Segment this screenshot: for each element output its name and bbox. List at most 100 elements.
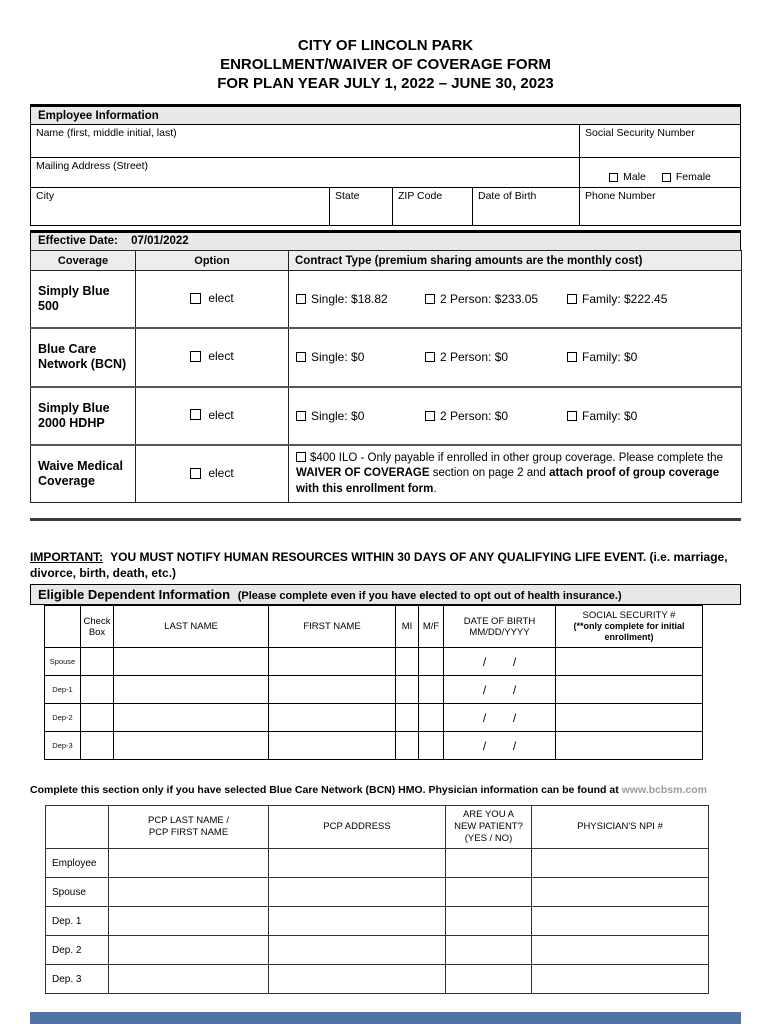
section-divider <box>30 518 741 521</box>
contract-options-cell: Single: $0 2 Person: $0 Family: $0 <box>288 385 742 445</box>
last-name-cell[interactable] <box>113 675 269 704</box>
pcp-name-cell[interactable] <box>108 935 269 965</box>
waive-text-2: section on page 2 and <box>429 467 550 479</box>
mf-cell[interactable] <box>418 703 444 732</box>
blank-header <box>45 805 109 849</box>
ssn-cell[interactable] <box>555 731 703 760</box>
female-checkbox[interactable] <box>661 172 671 182</box>
dependent-row-dep2: Dep-2 / / <box>44 703 703 732</box>
last-name-cell[interactable] <box>113 647 269 676</box>
employee-info-grid: Name (first, middle initial, last) Socia… <box>30 125 741 226</box>
bcn-instruction-text: Complete this section only if you have s… <box>30 784 622 796</box>
zip-field[interactable]: ZIP Code <box>392 188 472 225</box>
mi-cell[interactable] <box>395 647 419 676</box>
two-person-checkbox[interactable] <box>425 293 435 304</box>
waive-bold-2: attach proof of group coverage with this… <box>296 467 720 495</box>
mf-cell[interactable] <box>418 647 444 676</box>
single-label: Single: $0 <box>311 350 365 364</box>
dob-cell[interactable]: / / <box>443 703 556 732</box>
check-box-cell[interactable] <box>80 647 114 676</box>
bcn-instruction: Complete this section only if you have s… <box>30 784 741 796</box>
npi-cell[interactable] <box>531 935 709 965</box>
ssn-cell[interactable] <box>555 675 703 704</box>
two-person-checkbox[interactable] <box>425 410 435 421</box>
dob-cell[interactable]: / / <box>443 731 556 760</box>
male-checkbox[interactable] <box>609 172 619 182</box>
npi-cell[interactable] <box>531 906 709 936</box>
mf-header: M/F <box>418 605 444 648</box>
pcp-name-cell[interactable] <box>108 877 269 907</box>
pcp-address-cell[interactable] <box>268 848 446 878</box>
blank-header <box>44 605 81 648</box>
dob-cell[interactable]: / / <box>443 647 556 676</box>
first-name-cell[interactable] <box>268 647 396 676</box>
pcp-address-cell[interactable] <box>268 906 446 936</box>
mi-cell[interactable] <box>395 675 419 704</box>
state-field[interactable]: State <box>329 188 392 225</box>
row-label: Dep. 2 <box>45 935 109 965</box>
single-checkbox[interactable] <box>296 293 306 304</box>
two-person-checkbox[interactable] <box>425 352 435 362</box>
ssn-cell[interactable] <box>555 647 703 676</box>
last-name-cell[interactable] <box>113 703 269 732</box>
pcp-name-cell[interactable] <box>108 848 269 878</box>
mi-cell[interactable] <box>395 731 419 760</box>
plan-name: Waive Medical Coverage <box>30 443 136 503</box>
check-box-cell[interactable] <box>80 675 114 704</box>
mf-cell[interactable] <box>418 731 444 760</box>
new-patient-cell[interactable] <box>445 848 532 878</box>
dob-field[interactable]: Date of Birth <box>472 188 579 225</box>
npi-cell[interactable] <box>531 964 709 994</box>
new-patient-cell[interactable] <box>445 906 532 936</box>
waive-400-checkbox[interactable] <box>296 452 306 463</box>
ssn-cell[interactable] <box>555 703 703 732</box>
first-name-cell[interactable] <box>268 675 396 704</box>
pcp-address-cell[interactable] <box>268 935 446 965</box>
family-checkbox[interactable] <box>567 410 577 421</box>
single-checkbox[interactable] <box>296 352 306 362</box>
pcp-name-cell[interactable] <box>108 906 269 936</box>
first-name-cell[interactable] <box>268 731 396 760</box>
dependent-row-dep3: Dep-3 / / <box>44 731 703 760</box>
mi-cell[interactable] <box>395 703 419 732</box>
npi-cell[interactable] <box>531 848 709 878</box>
family-checkbox[interactable] <box>567 352 577 362</box>
elect-checkbox[interactable] <box>190 409 202 421</box>
row-label: Dep. 1 <box>45 906 109 936</box>
bcbsm-link[interactable]: www.bcbsm.com <box>621 784 707 796</box>
ssn-field[interactable]: Social Security Number <box>579 125 740 157</box>
elect-checkbox[interactable] <box>190 467 202 479</box>
pcp-row-dep2: Dep. 2 <box>45 935 709 965</box>
option-header: Option <box>135 250 289 271</box>
new-patient-cell[interactable] <box>445 877 532 907</box>
city-field[interactable]: City <box>31 188 329 225</box>
pcp-row-dep1: Dep. 1 <box>45 906 709 936</box>
single-option: Single: $0 <box>296 409 425 423</box>
pcp-address-cell[interactable] <box>268 877 446 907</box>
mf-cell[interactable] <box>418 675 444 704</box>
last-name-cell[interactable] <box>113 731 269 760</box>
plan-name: Blue Care Network (BCN) <box>30 326 136 387</box>
elect-checkbox[interactable] <box>190 350 202 362</box>
effective-date-bar: Effective Date: 07/01/2022 <box>30 230 741 250</box>
male-option: Male <box>609 171 646 183</box>
check-box-cell[interactable] <box>80 731 114 760</box>
effective-date-label: Effective Date: <box>38 235 118 247</box>
check-box-cell[interactable] <box>80 703 114 732</box>
elect-checkbox[interactable] <box>190 292 202 304</box>
mailing-address-field[interactable]: Mailing Address (Street) <box>31 158 579 187</box>
elect-label: elect <box>208 407 234 422</box>
new-patient-cell[interactable] <box>445 935 532 965</box>
family-checkbox[interactable] <box>567 293 577 304</box>
phone-field[interactable]: Phone Number <box>579 188 740 225</box>
first-name-cell[interactable] <box>268 703 396 732</box>
pcp-name-cell[interactable] <box>108 964 269 994</box>
new-patient-cell[interactable] <box>445 964 532 994</box>
elect-cell: elect <box>135 326 289 387</box>
waive-text-1: $400 ILO - Only payable if enrolled in o… <box>310 451 723 464</box>
name-field[interactable]: Name (first, middle initial, last) <box>31 125 579 157</box>
pcp-address-cell[interactable] <box>268 964 446 994</box>
dob-cell[interactable]: / / <box>443 675 556 704</box>
single-checkbox[interactable] <box>296 410 306 421</box>
npi-cell[interactable] <box>531 877 709 907</box>
